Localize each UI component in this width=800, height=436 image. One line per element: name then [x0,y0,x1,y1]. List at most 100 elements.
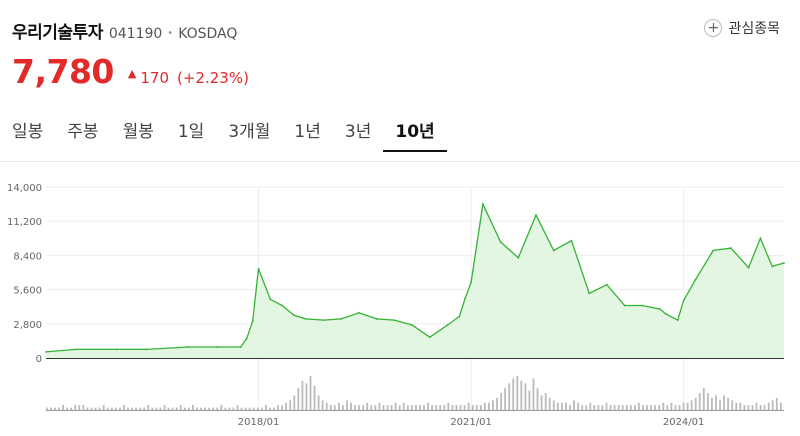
market-name: KOSDAQ [178,26,238,42]
volume-bar [690,400,693,410]
tab-monthly[interactable]: 월봉 [122,122,154,142]
y-tick-label: 0 [36,354,42,365]
volume-bar [540,395,543,410]
volume-bar [719,400,721,410]
period-tabs: 일봉 주봉 월봉 1일 3개월 1년 3년 10년 [0,118,447,152]
volume-bar [642,405,644,410]
volume-bar [147,405,150,410]
volume-bar [236,405,239,410]
volume-bar [127,407,129,410]
volume-bar [609,405,612,410]
volume-bar [735,402,738,410]
favorite-button[interactable]: + 관심종목 [704,18,780,38]
volume-bar [556,402,559,410]
volume-bar [269,407,271,410]
volume-bar [763,405,766,410]
volume-bar [536,388,539,410]
price-point [682,299,685,302]
volume-bar [561,402,563,410]
price-point [676,319,679,322]
volume-bar [167,407,170,410]
price-point [74,348,77,351]
tab-3-months[interactable]: 3개월 [228,122,271,142]
volume-bar [548,397,551,410]
volume-bar [90,407,93,410]
volume-bar [382,405,385,410]
volume-bar [366,402,369,410]
price-point [245,337,248,340]
volume-bar [435,405,438,410]
price-point [257,267,260,270]
price-line [45,201,785,353]
volume-bar [415,405,417,410]
price-area [46,204,784,358]
volume-bar [260,407,263,410]
price-point [115,348,118,351]
price-point [304,318,307,320]
volume-bar [670,402,673,410]
volume-bar [492,400,494,410]
volume-bar [66,407,69,410]
volume-bar [305,383,308,410]
volume-bar [338,402,340,410]
volume-bar [715,395,717,410]
price-point [588,292,591,295]
volume-bar [163,405,166,410]
volume-bar [394,402,397,410]
price-point [393,319,396,322]
volume-bar [751,405,754,410]
volume-bar [82,405,85,410]
volume-bar [301,380,304,410]
price-point [464,297,467,300]
volume-bar [593,405,596,410]
price-point [499,241,502,243]
price-point [570,239,573,242]
price-point [411,324,413,326]
volume-bar [329,405,332,410]
y-tick-label: 2,800 [13,320,42,331]
price-point [322,319,325,322]
volume-bar [293,395,296,410]
volume-bar [139,407,142,410]
volume-bar [406,405,409,410]
tab-weekly[interactable]: 주봉 [67,122,99,142]
tab-1-day[interactable]: 1일 [177,122,205,142]
volume-bar [524,383,527,410]
x-tick-label: 2018/01 [238,417,280,428]
volume-bar [155,407,158,410]
volume-bar [771,400,774,410]
volume-bar [569,405,571,410]
volume-bar [544,393,547,410]
price-point [481,203,484,205]
y-tick-label: 8,400 [13,251,42,262]
volume-bar [767,402,770,410]
price-point [552,249,555,252]
volume-bar [727,397,730,410]
volume-bar [759,405,762,410]
volume-bar [747,405,750,410]
price-point [281,304,284,307]
volume-bar [410,405,413,410]
volume-bar [532,378,535,410]
volume-bar [779,402,782,410]
tab-1-year[interactable]: 1년 [294,122,321,142]
tab-10-years[interactable]: 10년 [383,118,447,152]
volume-bar [423,405,425,410]
tab-daily[interactable]: 일봉 [12,122,44,142]
volume-bar [658,405,661,410]
price-point [712,249,715,252]
volume-bar [662,402,665,410]
y-tick-label: 14,000 [7,183,42,194]
y-tick-label: 11,200 [7,217,42,228]
price-point [293,314,295,317]
tab-3-years[interactable]: 3년 [344,122,372,142]
volume-bar [589,402,592,410]
stock-header: 우리기술투자 041190 • KOSDAQ [12,18,237,43]
volume-bar [228,407,231,410]
volume-bar [94,407,97,410]
volume-bar [70,407,73,410]
volume-bar [62,405,65,410]
volume-bar [74,405,77,410]
volume-bar [143,407,146,410]
volume-bar [516,376,519,410]
